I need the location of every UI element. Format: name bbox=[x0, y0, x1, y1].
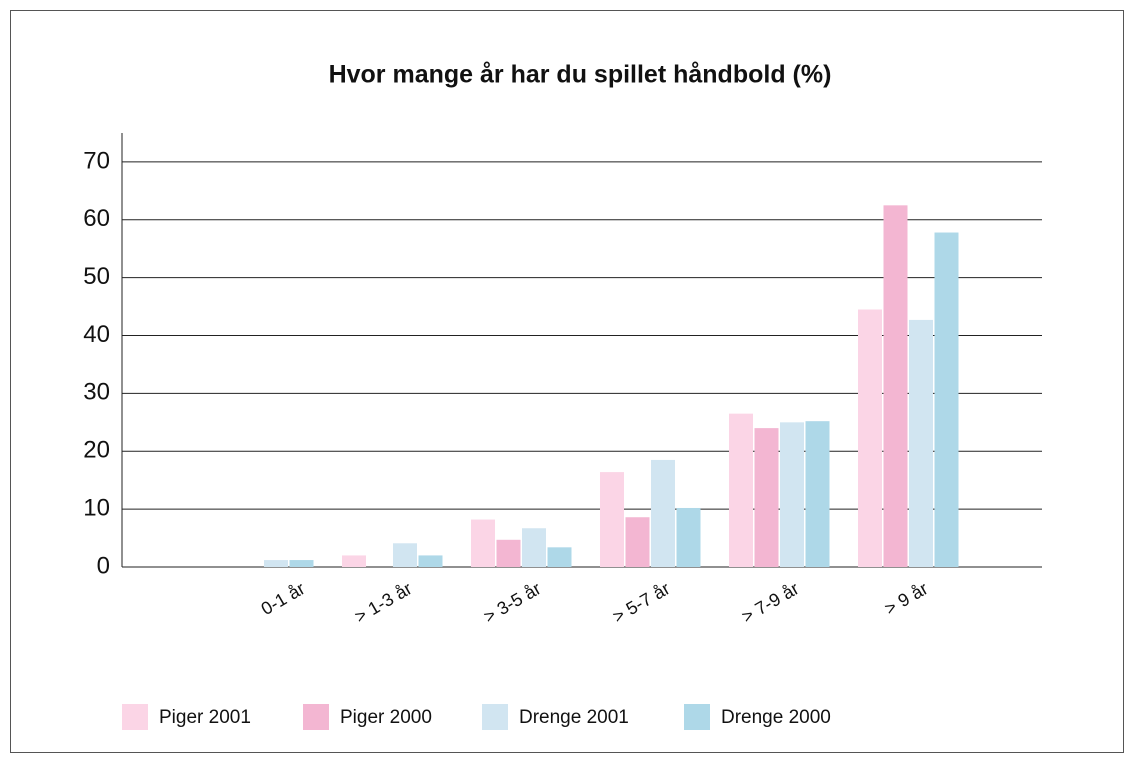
bar bbox=[625, 517, 650, 567]
legend-swatch bbox=[684, 704, 710, 730]
y-tick-label: 70 bbox=[83, 147, 110, 174]
y-tick-label: 60 bbox=[83, 205, 110, 232]
bar bbox=[883, 205, 908, 568]
x-tick-label: > 5-7 år bbox=[609, 578, 673, 627]
x-tick-label: > 1-3 år bbox=[351, 578, 415, 627]
y-tick-label: 50 bbox=[83, 263, 110, 290]
frame bbox=[10, 10, 1124, 753]
bar bbox=[858, 309, 882, 567]
bar bbox=[600, 472, 624, 567]
bar bbox=[264, 560, 288, 567]
bar bbox=[676, 507, 701, 567]
bar bbox=[522, 528, 546, 567]
bar bbox=[471, 519, 495, 567]
legend-swatch bbox=[122, 704, 148, 730]
bar bbox=[496, 539, 521, 567]
legend-label: Drenge 2000 bbox=[721, 707, 831, 728]
y-tick-label: 30 bbox=[83, 379, 110, 406]
bar bbox=[754, 428, 779, 567]
bar bbox=[418, 555, 443, 567]
x-tick-label: 0-1 år bbox=[258, 578, 309, 619]
bar bbox=[805, 421, 830, 567]
bar bbox=[342, 555, 366, 567]
legend-label: Drenge 2001 bbox=[519, 707, 629, 728]
bar bbox=[909, 319, 933, 567]
chart-title: Hvor mange år har du spillet håndbold (%… bbox=[329, 61, 832, 89]
bar bbox=[729, 413, 753, 567]
bar bbox=[547, 547, 572, 567]
y-tick-label: 10 bbox=[83, 494, 110, 521]
x-tick-label: > 3-5 år bbox=[480, 578, 544, 627]
legend-swatch bbox=[303, 704, 329, 730]
bar bbox=[934, 232, 959, 567]
y-tick-label: 0 bbox=[97, 552, 110, 579]
x-tick-label: > 9 år bbox=[881, 578, 931, 619]
legend-label: Piger 2000 bbox=[340, 707, 432, 728]
bar bbox=[289, 560, 314, 567]
bar bbox=[651, 459, 675, 567]
legend-swatch bbox=[482, 704, 508, 730]
y-tick-label: 20 bbox=[83, 437, 110, 464]
bar bbox=[393, 543, 417, 567]
x-tick-label: > 7-9 år bbox=[738, 578, 802, 627]
bar bbox=[780, 422, 804, 567]
legend-label: Piger 2001 bbox=[159, 707, 251, 728]
y-tick-label: 40 bbox=[83, 321, 110, 348]
